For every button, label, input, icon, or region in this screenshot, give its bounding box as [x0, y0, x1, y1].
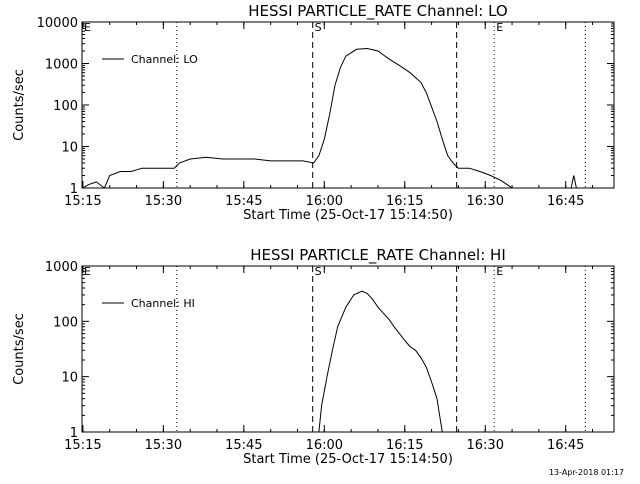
x-tick-label: 16:45 [547, 194, 584, 209]
x-tick-label: 16:45 [547, 438, 584, 453]
x-tick-label: 15:45 [225, 438, 262, 453]
x-tick-label: 16:00 [306, 194, 343, 209]
y-tick-label: 10 [61, 371, 78, 386]
y-tick-label: 1000 [45, 58, 78, 73]
x-tick-label: 15:30 [145, 194, 182, 209]
y-tick-label: 1 [70, 182, 78, 197]
x-tick-label: 16:30 [467, 194, 504, 209]
x-tick-label: 15:45 [225, 194, 262, 209]
x-axis-label-0: Start Time (25-Oct-17 15:14:50) [243, 208, 453, 223]
x-tick-label: 16:15 [386, 438, 423, 453]
x-tick-label: 16:30 [467, 438, 504, 453]
plot-frame-1 [81, 265, 615, 433]
chart-title-1: HESSI PARTICLE_RATE Channel: HI [250, 246, 506, 265]
series-line-1-0 [318, 290, 443, 433]
event-marker-label: E [84, 265, 91, 278]
chart-title-0: HESSI PARTICLE_RATE Channel: LO [248, 2, 507, 21]
y-axis-label-1: Counts/sec [12, 313, 27, 385]
event-marker-label: E [496, 265, 503, 278]
x-tick-label: 16:15 [386, 194, 423, 209]
event-marker-label: S [315, 21, 322, 34]
event-marker-label: E [496, 21, 503, 34]
x-tick-label: 15:15 [64, 438, 101, 453]
legend-entry: Channel: LO [131, 53, 198, 66]
y-tick-label: 10 [61, 141, 78, 156]
x-tick-label: 16:00 [306, 438, 343, 453]
x-tick-label: 15:30 [145, 438, 182, 453]
series-line-0-0 [82, 47, 614, 189]
legend-entry: Channel: HI [131, 297, 195, 310]
y-tick-label: 100 [53, 315, 78, 330]
x-tick-label: 15:15 [64, 194, 101, 209]
y-tick-label: 100 [53, 99, 78, 114]
x-axis-label-1: Start Time (25-Oct-17 15:14:50) [243, 452, 453, 467]
y-tick-label: 1000 [45, 260, 78, 275]
y-tick-label: 10000 [37, 16, 78, 31]
y-tick-label: 1 [70, 426, 78, 441]
event-marker-label: E [84, 21, 91, 34]
plot-frame-0 [81, 21, 615, 189]
footer-timestamp: 13-Apr-2018 01:17 [549, 468, 624, 477]
y-axis-label-0: Counts/sec [12, 69, 27, 141]
event-marker-label: S [315, 265, 322, 278]
